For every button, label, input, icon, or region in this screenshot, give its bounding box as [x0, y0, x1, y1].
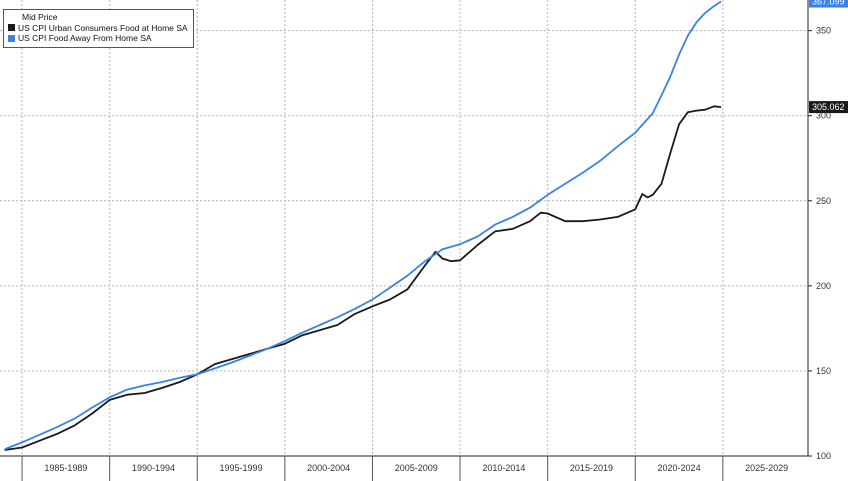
x-tick-label: 2020-2024	[658, 463, 701, 473]
y-tick-label: 200	[816, 281, 831, 291]
series-food-away-line	[4, 0, 722, 451]
y-tick-label: 250	[816, 196, 831, 206]
series-lines	[4, 0, 722, 451]
y-tick-label: 150	[816, 366, 831, 376]
last-value-text: 367.099	[812, 0, 845, 7]
legend-swatch-blue	[8, 34, 15, 42]
gridlines	[0, 0, 808, 457]
last-value-flag	[809, 0, 848, 8]
legend-swatch-black	[8, 24, 15, 32]
x-axis: 1985-1989 1990-1994 1995-1999 2000-2004 2005…	[21, 456, 788, 481]
y-tick-label: 100	[816, 451, 831, 461]
legend-label-food-at-home: US CPI Urban Consumers Food at Home SA	[18, 22, 188, 33]
x-tick-label: 2010-2014	[482, 463, 525, 473]
x-tick-label: 2025-2029	[745, 463, 788, 473]
x-tick-label: 2015-2019	[570, 463, 613, 473]
x-tick-label: 2005-2009	[395, 463, 438, 473]
x-tick-label: 1985-1989	[44, 463, 87, 473]
last-value-flag	[809, 101, 848, 114]
x-tick-label: 2000-2004	[307, 463, 350, 473]
y-tick-label: 300	[816, 111, 831, 121]
legend-item-food-away: US CPI Food Away From Home SA	[8, 33, 188, 44]
legend-item-food-at-home: US CPI Urban Consumers Food at Home SA	[8, 23, 188, 34]
y-axis: 100 150 200 250 300 350	[808, 26, 831, 461]
y-tick-label: 350	[816, 26, 831, 36]
legend-title: Mid Price	[22, 12, 58, 22]
last-value-labels: 367.099 305.062	[809, 0, 848, 114]
series-food-at-home-line	[4, 105, 722, 451]
x-tick-label: 1995-1999	[220, 463, 263, 473]
last-value-text: 305.062	[812, 102, 845, 112]
x-tick-label: 1990-1994	[132, 463, 175, 473]
legend-label-food-away: US CPI Food Away From Home SA	[18, 33, 152, 43]
legend: Mid Price US CPI Urban Consumers Food at…	[3, 9, 194, 48]
plot-area	[0, 0, 808, 456]
